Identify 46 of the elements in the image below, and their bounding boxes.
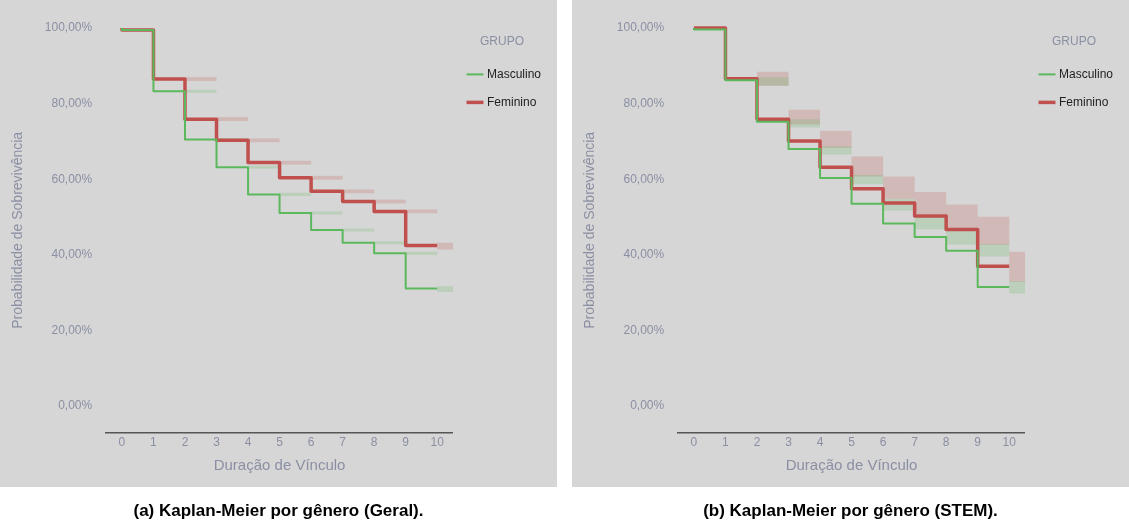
x-tick-label: 7	[339, 435, 347, 450]
x-tick-label: 6	[307, 435, 315, 450]
legend-title: GRUPO	[1051, 34, 1096, 49]
y-tick-label: 40,00%	[51, 247, 93, 262]
y-tick-label: 100,00%	[616, 20, 665, 35]
x-tick-label: 2	[181, 435, 189, 450]
x-tick-label: 2	[753, 435, 761, 450]
y-tick-label: 0,00%	[630, 398, 665, 413]
y-axis-title: Probabilidade de Sobrevivência	[9, 131, 26, 329]
x-tick-label: 3	[785, 435, 793, 450]
x-tick-label: 0	[118, 435, 126, 450]
y-tick-label: 80,00%	[623, 95, 665, 110]
y-tick-label: 60,00%	[623, 171, 665, 186]
x-tick-label: 4	[816, 435, 824, 450]
x-tick-label: 1	[722, 435, 730, 450]
legend-label: Masculino	[486, 66, 542, 81]
x-tick-label: 8	[370, 435, 378, 450]
y-tick-label: 80,00%	[51, 95, 93, 110]
legend-label: Feminino	[1058, 94, 1109, 109]
x-tick-label: 0	[690, 435, 698, 450]
y-axis-title: Probabilidade de Sobrevivência	[581, 131, 598, 329]
x-tick-label: 9	[402, 435, 410, 450]
text: (a) Kaplan-Meier por gênero (Geral).	[132, 501, 425, 521]
x-tick-label: 7	[911, 435, 919, 450]
x-axis-title: Duração de Vínculo	[785, 456, 918, 474]
x-tick-label: 6	[879, 435, 887, 450]
x-tick-label: 5	[848, 435, 856, 450]
x-tick-label: 10	[1002, 435, 1017, 450]
x-tick-label: 1	[150, 435, 158, 450]
x-tick-label: 5	[276, 435, 284, 450]
y-tick-label: 40,00%	[623, 247, 665, 262]
y-tick-label: 0,00%	[58, 398, 93, 413]
y-tick-label: 100,00%	[44, 20, 93, 35]
legend-label: Masculino	[1058, 66, 1114, 81]
y-tick-label: 20,00%	[51, 322, 93, 337]
legend-label: Feminino	[486, 94, 537, 109]
x-axis-title: Duração de Vínculo	[213, 456, 346, 474]
text: (b) Kaplan-Meier por gênero (STEM).	[702, 501, 999, 521]
x-tick-label: 8	[942, 435, 950, 450]
y-tick-label: 20,00%	[623, 322, 665, 337]
x-tick-label: 9	[974, 435, 982, 450]
y-tick-label: 60,00%	[51, 171, 93, 186]
x-tick-label: 3	[213, 435, 221, 450]
legend-title: GRUPO	[479, 34, 524, 49]
x-tick-label: 10	[430, 435, 445, 450]
x-tick-label: 4	[244, 435, 252, 450]
